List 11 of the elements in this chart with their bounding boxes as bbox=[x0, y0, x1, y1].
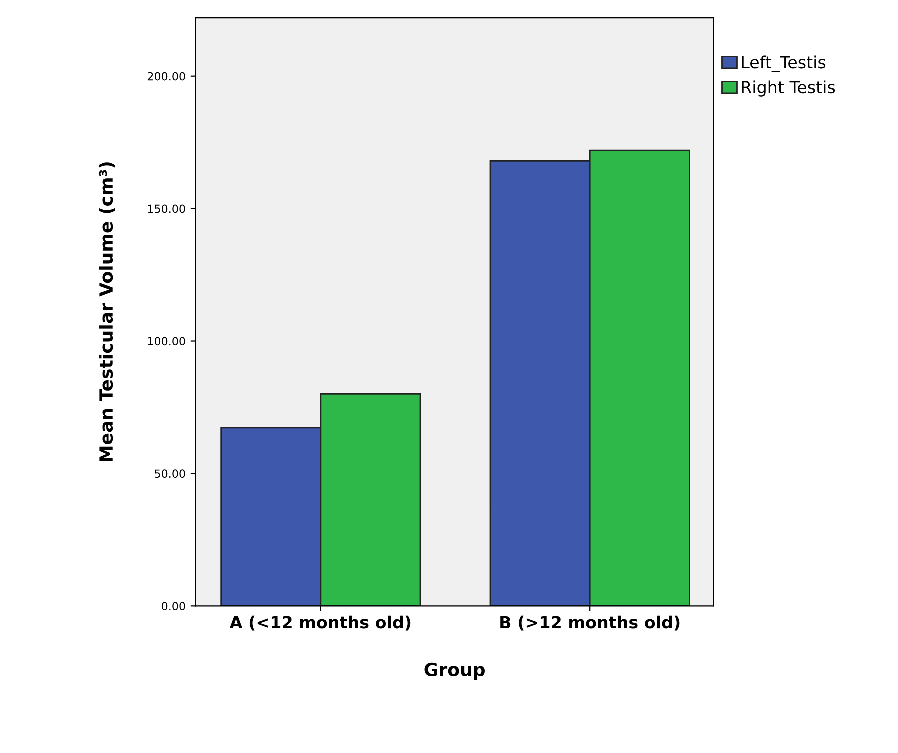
y-tick-label: 100.00 bbox=[148, 337, 186, 346]
y-tick-label: 150.00 bbox=[148, 204, 186, 214]
y-axis-title: Mean Testicular Volume (cm³) bbox=[99, 162, 116, 462]
legend-label: Right Testis bbox=[742, 80, 836, 97]
legend-label: Left_Testis bbox=[742, 56, 826, 72]
y-tick-label: 200.00 bbox=[148, 72, 186, 81]
x-axis-title: Group bbox=[424, 662, 485, 680]
x-tick-label: B (>12 months old) bbox=[500, 616, 680, 631]
x-tick-label: A (<12 months old) bbox=[230, 616, 411, 631]
y-tick-label: 50.00 bbox=[155, 470, 186, 478]
y-tick-label: 0.00 bbox=[162, 602, 186, 611]
